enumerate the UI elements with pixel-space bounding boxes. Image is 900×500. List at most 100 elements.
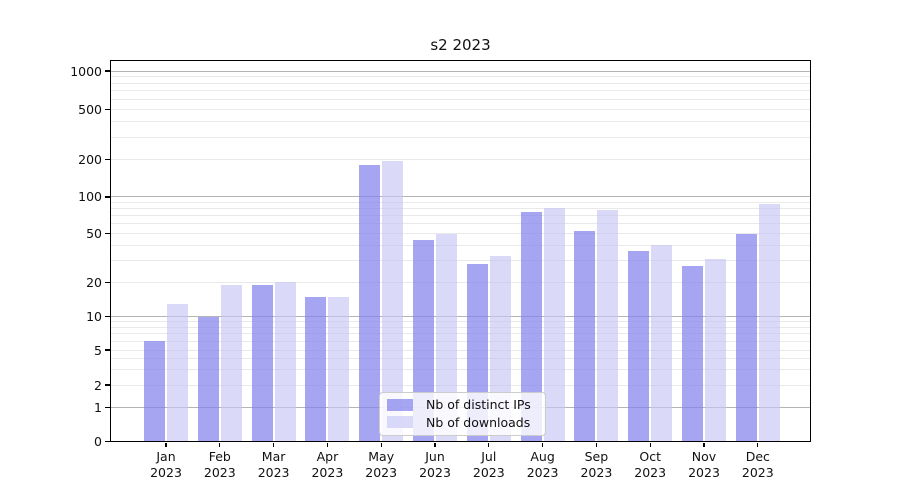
y-tick-mark-50 [105, 232, 111, 235]
x-tick-label-feb: Feb 2023 [203, 449, 236, 480]
x-tick-mark-6 [434, 442, 436, 447]
bar-downloads-feb-2023 [220, 284, 242, 442]
x-tick-label-sep: Sep 2023 [580, 449, 613, 480]
x-tick-mark-1 [165, 442, 167, 447]
y-tick-mark-100 [105, 196, 111, 198]
y-tick-label-20: 20 [86, 274, 102, 290]
minor-gridline-400 [110, 120, 811, 122]
x-tick-mark-12 [757, 442, 759, 447]
bar-downloads-apr-2023 [328, 296, 350, 442]
y-tick-mark-0 [105, 441, 111, 443]
minor-gridline-600 [110, 98, 811, 100]
x-tick-label-aug: Aug 2023 [526, 449, 559, 480]
y-tick-mark-1 [105, 407, 111, 409]
bar-distinct-ips-dec-2023 [735, 233, 757, 442]
y-tick-mark-2 [105, 384, 111, 386]
minor-gridline-4 [110, 358, 811, 360]
legend-swatch-downloads-icon [387, 416, 413, 429]
bar-distinct-ips-sep-2023 [574, 230, 596, 442]
minor-gridline-8 [110, 326, 811, 328]
legend-label-distinct-ips: Nb of distinct IPs [426, 397, 531, 413]
y-tick-label-100: 100 [78, 189, 102, 205]
y-tick-label-500: 500 [78, 101, 102, 117]
minor-gridline-30 [110, 260, 811, 262]
legend-label-downloads: Nb of downloads [426, 414, 531, 430]
minor-gridline-9 [110, 321, 811, 323]
major-gridline-10 [110, 316, 811, 318]
x-tick-mark-8 [541, 442, 544, 447]
x-tick-label-mar: Mar 2023 [257, 449, 290, 480]
bar-distinct-ips-may-2023 [359, 165, 381, 442]
y-tick-mark-5 [105, 349, 111, 351]
bar-distinct-ips-oct-2023 [628, 251, 650, 442]
minor-gridline-90 [110, 201, 811, 203]
bar-downloads-aug-2023 [543, 208, 565, 442]
minor-gridline-6 [110, 340, 811, 342]
x-tick-label-dec: Dec 2023 [741, 449, 774, 480]
y-tick-label-5: 5 [94, 342, 102, 358]
major-gridline-1000 [110, 70, 811, 72]
minor-gridline-900 [110, 76, 811, 78]
x-tick-label-jun: Jun 2023 [419, 449, 451, 480]
y-tick-mark-10 [105, 316, 111, 318]
bar-downloads-sep-2023 [597, 210, 619, 442]
x-tick-label-jan: Jan 2023 [150, 449, 182, 480]
y-tick-mark-1000 [105, 70, 111, 72]
minor-gridline-300 [110, 136, 811, 138]
x-tick-mark-7 [488, 442, 490, 447]
x-tick-label-oct: Oct 2023 [634, 449, 667, 480]
minor-gridline-50 [110, 233, 811, 235]
bar-distinct-ips-aug-2023 [520, 212, 542, 442]
bar-downloads-dec-2023 [758, 203, 780, 442]
bar-downloads-jun-2023 [436, 233, 457, 442]
y-tick-label-0: 0 [94, 434, 102, 450]
major-gridline-100 [110, 196, 811, 198]
bar-downloads-nov-2023 [705, 259, 726, 442]
minor-gridline-80 [110, 208, 811, 210]
y-tick-mark-20 [105, 281, 111, 283]
minor-gridline-70 [110, 215, 811, 217]
legend: Nb of distinct IPs Nb of downloads [379, 391, 546, 436]
chart-title: s2 2023 [430, 36, 491, 54]
x-tick-mark-11 [703, 442, 705, 447]
x-tick-label-jul: Jul 2023 [472, 449, 505, 480]
x-tick-mark-4 [326, 442, 329, 447]
x-tick-mark-2 [219, 442, 221, 447]
minor-gridline-20 [110, 281, 811, 283]
minor-gridline-7 [110, 333, 811, 335]
legend-item-distinct-ips: Nb of distinct IPs [387, 396, 538, 413]
minor-gridline-60 [110, 223, 811, 225]
y-tick-label-50: 50 [86, 226, 102, 242]
y-tick-label-1000: 1000 [70, 63, 102, 79]
x-tick-label-may: May 2023 [365, 449, 398, 480]
minor-gridline-500 [110, 108, 811, 110]
y-tick-label-10: 10 [86, 309, 102, 325]
bar-distinct-ips-jun-2023 [413, 240, 434, 442]
y-tick-mark-200 [105, 158, 111, 160]
bar-distinct-ips-mar-2023 [251, 284, 273, 442]
bar-distinct-ips-jan-2023 [144, 341, 165, 442]
minor-gridline-5 [110, 349, 811, 351]
x-tick-mark-5 [380, 442, 382, 447]
bar-distinct-ips-feb-2023 [197, 316, 219, 442]
bar-downloads-oct-2023 [651, 245, 673, 442]
x-tick-label-apr: Apr 2023 [311, 449, 344, 480]
x-tick-label-nov: Nov 2023 [688, 449, 720, 480]
minor-gridline-3 [110, 369, 811, 370]
minor-gridline-2 [110, 384, 811, 386]
x-tick-mark-9 [595, 442, 598, 447]
x-tick-mark-3 [272, 442, 275, 447]
y-tick-label-1: 1 [94, 400, 102, 416]
bar-downloads-mar-2023 [274, 282, 296, 442]
bar-downloads-may-2023 [382, 161, 404, 442]
bar-distinct-ips-nov-2023 [682, 266, 703, 442]
minor-gridline-40 [110, 244, 811, 246]
minor-gridline-800 [110, 82, 811, 84]
legend-swatch-distinct-ips-icon [387, 398, 413, 411]
x-tick-mark-10 [649, 442, 651, 447]
bar-distinct-ips-apr-2023 [305, 296, 327, 442]
minor-gridline-200 [110, 158, 811, 160]
legend-item-downloads: Nb of downloads [387, 414, 538, 431]
y-tick-label-200: 200 [78, 151, 102, 167]
